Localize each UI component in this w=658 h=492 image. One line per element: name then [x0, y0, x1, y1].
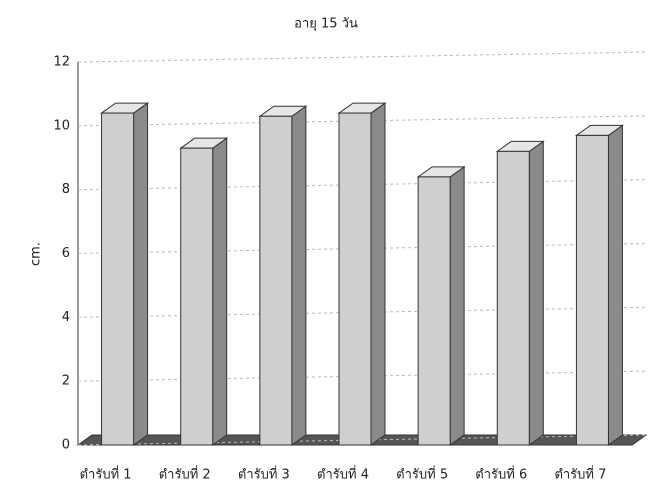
- x-tick-label: ตำรับที่ 1: [80, 466, 132, 483]
- bar-front: [338, 112, 372, 446]
- bar: [574, 124, 624, 446]
- bar: [337, 102, 387, 446]
- bar-front: [496, 150, 530, 446]
- y-tick-label: 0: [62, 438, 70, 453]
- grid-line: [77, 51, 647, 63]
- y-tick-label: 6: [62, 246, 70, 261]
- y-axis-label: cm.: [29, 242, 44, 266]
- y-tick-label: 10: [53, 118, 70, 133]
- y-tick-label: 8: [62, 182, 70, 197]
- bar: [179, 137, 229, 446]
- bar-side: [133, 102, 149, 446]
- x-tick-label: ตำรับที่ 4: [317, 466, 369, 483]
- bar-side: [291, 105, 307, 446]
- x-tick-label: ตำรับที่ 6: [475, 466, 527, 483]
- bar-side: [528, 140, 544, 446]
- bar-side: [212, 137, 228, 446]
- y-tick-label: 2: [62, 374, 70, 389]
- chart-title: อายุ 15 วัน: [294, 17, 358, 32]
- x-tick-label: ตำรับที่ 2: [159, 466, 211, 483]
- bar-front: [417, 176, 451, 446]
- bar: [258, 105, 308, 446]
- bar-front: [101, 112, 135, 446]
- bar: [416, 165, 466, 446]
- bar: [495, 140, 545, 446]
- x-tick-label: ตำรับที่ 5: [396, 466, 448, 483]
- bar-front: [180, 147, 214, 446]
- x-tick-label: ตำรับที่ 7: [554, 466, 606, 483]
- bar-front: [575, 134, 609, 446]
- y-tick-label: 12: [53, 55, 70, 70]
- bar-side: [607, 124, 623, 446]
- y-tick-label: 4: [62, 310, 70, 325]
- bar: [100, 102, 150, 446]
- x-tick-label: ตำรับที่ 3: [238, 466, 290, 483]
- bar-side: [449, 165, 465, 446]
- bar-front: [259, 115, 293, 446]
- bar-side: [370, 102, 386, 446]
